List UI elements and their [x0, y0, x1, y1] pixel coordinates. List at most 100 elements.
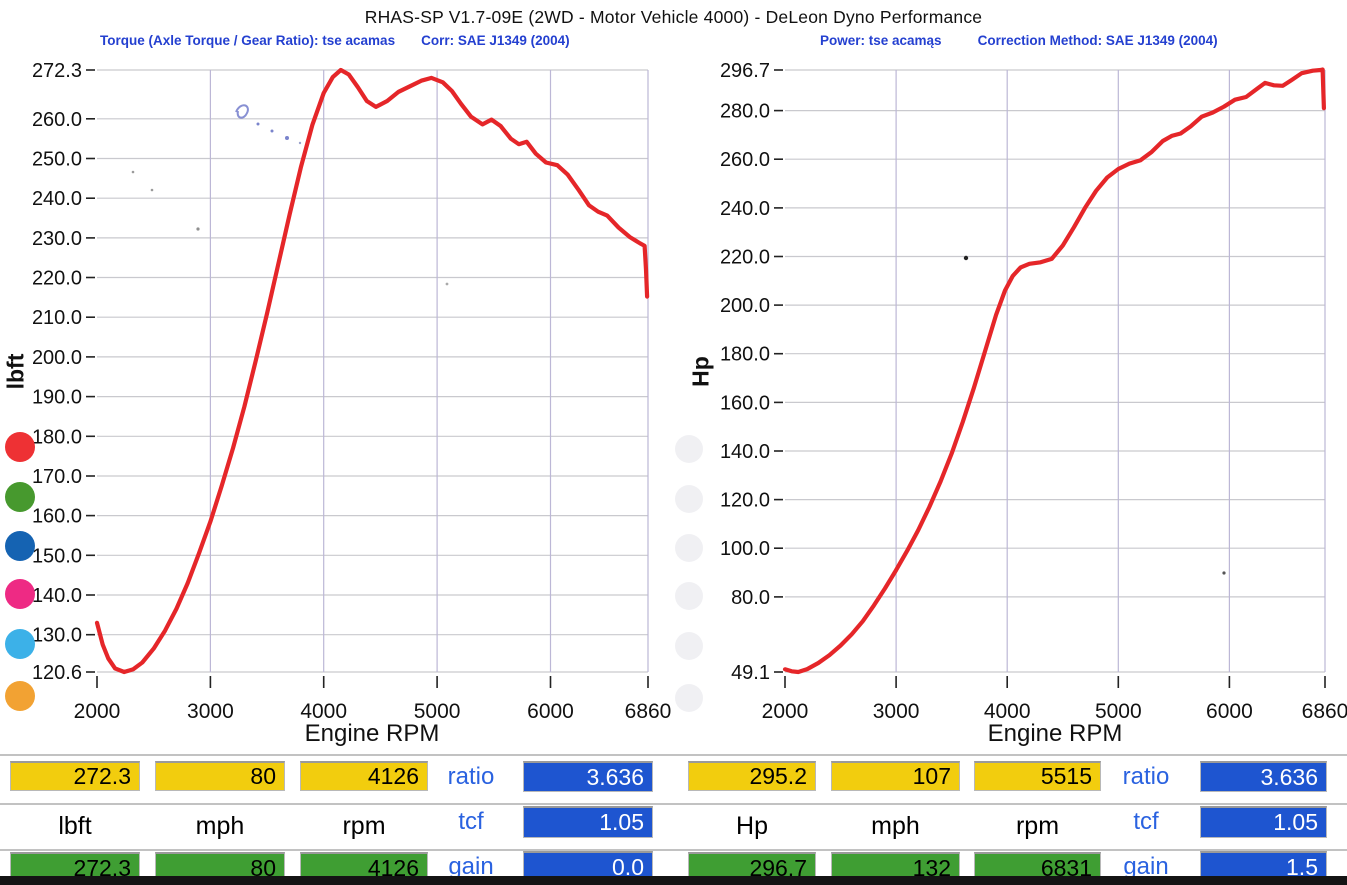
scan-speck [131, 170, 135, 174]
y-tick-label: 250.0 [32, 149, 82, 171]
x-tick-label: 5000 [1095, 700, 1142, 723]
y-tick-label: 280.0 [720, 101, 770, 123]
y-tick-label: 220.0 [32, 268, 82, 290]
y-tick-label: 120.6 [32, 662, 82, 684]
scan-speck [256, 122, 260, 126]
y-tick-label: 240.0 [720, 198, 770, 220]
power-chart-header: Power: tse acamąs Correction Method: SAE… [820, 33, 1218, 48]
ghost-dot-5 [675, 684, 703, 712]
x-tick-label: 5000 [414, 700, 461, 723]
panel-rule [0, 849, 1347, 851]
y-tick-label: 200.0 [720, 295, 770, 317]
x-tick-label: 6000 [527, 700, 574, 723]
channel-dot-1[interactable] [5, 482, 35, 512]
power-correction-label: Correction Method: SAE J1349 (2004) [977, 33, 1218, 48]
x-tick-label: 4000 [300, 700, 347, 723]
y-tick-label: 240.0 [32, 188, 82, 210]
scan-speck [150, 188, 154, 192]
scan-speck [298, 141, 302, 145]
power-cursor-value-hp: 295.2 [688, 761, 816, 791]
y-tick-label: 140.0 [720, 441, 770, 463]
y-tick-label: 170.0 [32, 466, 82, 488]
ratio-value: 3.636 [1200, 761, 1327, 792]
scan-speck [285, 136, 289, 140]
panel-rule [0, 803, 1347, 805]
power-curve [782, 67, 1327, 675]
y-tick-label: 140.0 [32, 585, 82, 607]
ghost-dot-0 [675, 435, 703, 463]
scan-speck [445, 282, 449, 286]
torque-x-axis-title: Engine RPM [304, 720, 440, 747]
x-tick-label: 6860 [1302, 700, 1347, 723]
panel-rule [0, 754, 1347, 756]
speed-unit-label: mph [195, 811, 245, 840]
power-x-axis-title: Engine RPM [987, 720, 1123, 747]
x-tick-label: 2000 [762, 700, 809, 723]
torque-chart-header: Torque (Axle Torque / Gear Ratio): tse a… [100, 33, 570, 48]
x-tick-label: 3000 [187, 700, 234, 723]
y-tick-label: 272.3 [32, 60, 82, 82]
scan-page-edge [0, 876, 1347, 885]
channel-dot-5[interactable] [5, 681, 35, 711]
pen-mark [235, 104, 249, 119]
rpm-unit-label: rpm [342, 811, 386, 840]
speed-unit-label: mph [871, 811, 920, 840]
power-run-label: Power: tse acamąs [820, 33, 942, 48]
y-tick-label: 160.0 [32, 506, 82, 528]
page-title: RHAS-SP V1.7-09E (2WD - Motor Vehicle 40… [364, 7, 983, 27]
power-cursor-value-mph: 107 [831, 761, 960, 791]
x-tick-label: 3000 [873, 700, 920, 723]
rpm-unit-label: rpm [1015, 811, 1060, 840]
ghost-dot-2 [675, 534, 703, 562]
y-tick-label: 100.0 [720, 538, 770, 560]
channel-dot-3[interactable] [5, 579, 35, 609]
y-tick-label: 150.0 [32, 545, 82, 567]
torque-cursor-value-lbft: 272.3 [10, 761, 140, 791]
gain-value: 1.5 [1200, 851, 1327, 883]
torque-curve [94, 67, 650, 675]
ghost-dot-1 [675, 485, 703, 513]
y-tick-label: 296.7 [720, 60, 770, 82]
torque-correction-label: Corr: SAE J1349 (2004) [421, 33, 570, 48]
x-tick-label: 4000 [984, 700, 1031, 723]
y-tick-label: 220.0 [720, 247, 770, 269]
x-tick-label: 2000 [74, 700, 121, 723]
torque-cursor-value-mph: 80 [155, 761, 285, 791]
y-tick-label: 200.0 [32, 347, 82, 369]
y-tick-label: 160.0 [720, 392, 770, 414]
y-tick-label: 230.0 [32, 228, 82, 250]
ratio-value: 3.636 [523, 761, 653, 792]
torque-run-label: Torque (Axle Torque / Gear Ratio): tse a… [100, 33, 396, 48]
torque-unit-label: lbft [58, 811, 92, 840]
torque-plot-area[interactable] [97, 70, 648, 672]
tcf-value: 1.05 [1200, 806, 1327, 838]
x-tick-label: 6000 [1206, 700, 1253, 723]
channel-dot-0[interactable] [5, 432, 35, 462]
x-tick-label: 6860 [625, 700, 672, 723]
scan-speck [196, 227, 200, 231]
ghost-dot-3 [675, 582, 703, 610]
y-tick-label: 180.0 [32, 426, 82, 448]
y-tick-label: 130.0 [32, 625, 82, 647]
ratio-label: ratio [447, 762, 495, 790]
tcf-label: tcf [458, 808, 484, 835]
scan-speck [1222, 571, 1226, 575]
channel-dot-4[interactable] [5, 629, 35, 659]
y-tick-label: 260.0 [32, 109, 82, 131]
scan-speck [963, 255, 969, 261]
tcf-label: tcf [1133, 808, 1159, 835]
power-unit-label: Hp [736, 811, 768, 840]
power-cursor-value-rpm: 5515 [974, 761, 1101, 791]
power-plot-area[interactable] [785, 70, 1325, 672]
y-tick-label: 49.1 [731, 662, 770, 684]
ratio-label: ratio [1122, 762, 1170, 790]
y-tick-label: 80.0 [731, 587, 770, 609]
gain-label: gain [1123, 853, 1169, 880]
y-tick-label: 260.0 [720, 149, 770, 171]
y-tick-label: 190.0 [32, 387, 82, 409]
channel-dot-2[interactable] [5, 531, 35, 561]
ghost-dot-4 [675, 632, 703, 660]
torque-cursor-value-rpm: 4126 [300, 761, 428, 791]
